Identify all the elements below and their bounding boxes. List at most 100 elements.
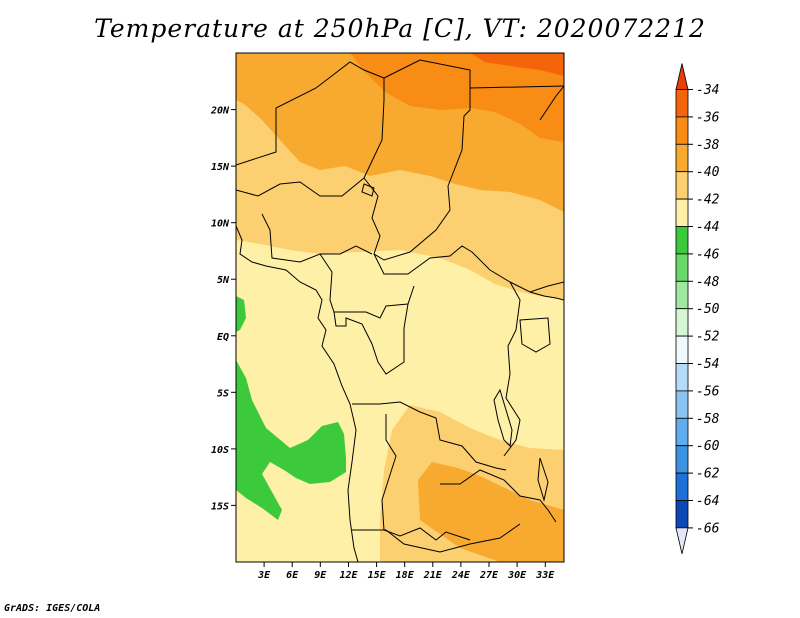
svg-text:10N: 10N	[211, 219, 230, 230]
lake-malawi	[537, 457, 549, 502]
grads-credit: GrADS: IGES/COLA	[4, 603, 101, 614]
colorbar-label-10: -54	[696, 357, 719, 372]
border-sahel	[236, 177, 365, 197]
border-car	[373, 245, 564, 293]
border-zambia	[440, 469, 557, 523]
colorbar-label-6: -46	[696, 247, 720, 262]
colorbar-swatch-9	[675, 335, 689, 364]
svg-text:10S: 10S	[211, 445, 229, 456]
lat-tick-10s: 10S	[211, 445, 236, 456]
border-nigeria	[261, 213, 373, 263]
colorbar-swatch-4	[675, 198, 689, 227]
colorbar-swatch-1	[675, 116, 689, 145]
colorbar-swatch-11	[675, 390, 689, 419]
border-sudan	[469, 85, 564, 89]
colorbar-swatch-12	[675, 417, 689, 447]
colorbar-label-14: -62	[696, 467, 720, 482]
colorbar-swatch-3	[675, 171, 689, 200]
lake-victoria	[519, 317, 551, 353]
lon-tick-9e: 9E	[314, 562, 327, 581]
colorbar-label-11: -56	[696, 384, 720, 399]
svg-text:30E: 30E	[507, 570, 527, 581]
border-congo	[333, 285, 415, 375]
border-south	[352, 523, 521, 553]
svg-text:24E: 24E	[451, 570, 471, 581]
border-ethiopia	[539, 85, 564, 121]
svg-text:21E: 21E	[423, 570, 443, 581]
svg-text:15N: 15N	[211, 162, 230, 173]
lat-axis: 20N 15N 10N 5N EQ 5S 10S 15S	[210, 106, 236, 512]
country-borders	[236, 59, 564, 562]
svg-text:27E: 27E	[479, 570, 499, 581]
coastline-west	[236, 225, 359, 562]
colorbar-swatch-10	[675, 363, 689, 392]
border-sahara-2	[383, 59, 471, 187]
field-band-44-west	[236, 296, 246, 332]
colorbar-swatch-15	[675, 500, 689, 529]
colorbar-swatch-14	[675, 472, 689, 501]
colorbar-swatch-7	[675, 280, 689, 310]
colorbar-swatch-6	[675, 253, 689, 282]
svg-text:12E: 12E	[339, 570, 358, 581]
svg-text:9E: 9E	[314, 570, 327, 581]
field-band-36	[350, 53, 564, 142]
lon-tick-21e: 21E	[423, 562, 443, 581]
lon-tick-3e: 3E	[257, 562, 271, 581]
colorbar-label-2: -38	[696, 138, 720, 153]
lat-tick-5s: 5S	[217, 388, 236, 399]
lat-tick-20n: 20N	[210, 106, 236, 117]
svg-text:3E: 3E	[257, 570, 271, 581]
lon-tick-24e: 24E	[451, 562, 471, 581]
colorbar-label-0: -34	[696, 83, 719, 98]
border-cameroon	[319, 253, 409, 319]
colorbar-swatch-13	[675, 445, 689, 474]
svg-text:15E: 15E	[368, 570, 387, 581]
lon-tick-15e: 15E	[368, 562, 387, 581]
border-sahara-1	[236, 61, 385, 179]
temperature-field	[236, 53, 564, 562]
colorbar-label-5: -44	[696, 220, 719, 235]
chart-title: Temperature at 250hPa [C], VT: 202007221…	[94, 14, 706, 43]
lat-tick-eq: EQ	[217, 332, 236, 343]
lon-tick-30e: 30E	[507, 562, 527, 581]
svg-text:15S: 15S	[211, 501, 229, 512]
colorbar-label-15: -64	[696, 494, 719, 509]
field-band-38-south	[418, 462, 564, 562]
lat-tick-15s: 15S	[211, 501, 236, 512]
lon-tick-27e: 27E	[479, 562, 499, 581]
colorbar-label-1: -36	[696, 110, 720, 125]
colorbar-swatch-2	[675, 143, 689, 173]
colorbar-top-arrow	[675, 63, 689, 90]
colorbar-swatch-8	[675, 308, 689, 337]
lake-tanganyika	[493, 388, 513, 448]
field-band-34	[470, 53, 564, 76]
colorbar-label-12: -58	[696, 412, 720, 427]
border-drc-south	[352, 401, 507, 471]
svg-text:33E: 33E	[535, 570, 555, 581]
lat-tick-5n: 5N	[217, 275, 236, 286]
colorbar-label-3: -40	[696, 165, 720, 180]
lon-tick-18e: 18E	[396, 562, 415, 581]
plot-frame	[235, 52, 565, 563]
svg-text:18E: 18E	[396, 570, 415, 581]
svg-text:5N: 5N	[217, 275, 230, 286]
border-chad	[363, 177, 451, 261]
colorbar-swatch-5	[675, 226, 689, 255]
lon-axis: 3E 6E 9E 12E 15E 18E 21E 24E 27E 30E 33E	[257, 562, 555, 581]
colorbar-label-7: -48	[696, 275, 720, 290]
colorbar-label-16: -66	[696, 521, 720, 536]
lat-tick-15n: 15N	[211, 162, 236, 173]
border-angola	[381, 414, 471, 541]
lat-tick-10n: 10N	[211, 219, 236, 230]
colorbar-label-8: -50	[696, 302, 720, 317]
colorbar-bottom-arrow	[675, 527, 689, 554]
colorbar-label-9: -52	[696, 330, 720, 345]
colorbar-label-4: -42	[696, 193, 720, 208]
colorbar: -34 -36 -38 -40 -42 -44 -46 -48 -50 -52 -54 -56 -58 -…	[675, 63, 720, 554]
svg-text:5S: 5S	[217, 388, 229, 399]
svg-text:6E: 6E	[286, 570, 299, 581]
border-drc-east	[503, 281, 521, 457]
border-east-africa	[529, 291, 564, 301]
lon-tick-33e: 33E	[535, 562, 555, 581]
